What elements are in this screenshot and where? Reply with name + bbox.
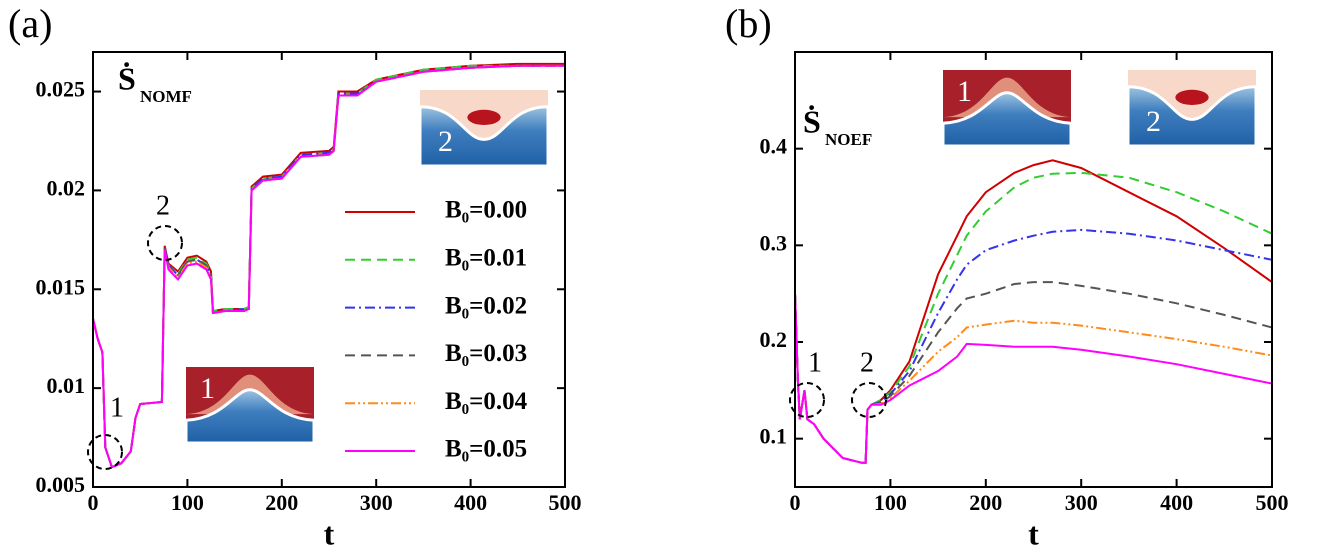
inset-label: 2 [1146,105,1161,138]
inset-label: 1 [957,75,972,108]
inset-core [1175,89,1209,105]
y-tick-label: 0.015 [36,274,86,299]
x-tick-label: 300 [1065,490,1098,515]
annotation: 2 [156,190,170,221]
y-axis-label: Ṡ [118,60,136,96]
legend-label: B₀=0.01 [445,245,527,272]
y-axis-label-subscript: NOEF [825,130,872,149]
x-axis-label: t [324,515,335,551]
y-tick-label: 0.4 [760,134,788,159]
plot-frame [794,51,1273,488]
panel-label: (b) [725,1,772,46]
x-tick-label: 100 [171,490,204,515]
series-line [794,281,1273,464]
x-tick-label: 400 [454,490,487,515]
x-tick-label: 100 [874,490,907,515]
y-tick-label: 0.01 [47,373,86,398]
x-axis-label: t [1028,515,1039,551]
series-line [794,293,1273,464]
y-tick-label: 0.3 [760,230,788,255]
x-tick-label: 0 [88,490,99,515]
x-tick-label: 300 [360,490,393,515]
x-tick-label: 200 [265,490,298,515]
y-axis-label-subscript: NOMF [140,87,192,106]
annotation-circle [147,225,183,261]
y-tick-label: 0.025 [36,77,86,102]
panel: (a) 2 1 0.005 0.01 0.015 0.02 0.025 0 100 200 300 40… [8,1,582,551]
annotation: 1 [110,392,124,423]
x-tick-label: 500 [1256,490,1289,515]
inset-bottom [941,91,1073,148]
x-tick-label: 0 [790,490,801,515]
legend-label: B₀=0.00 [445,197,527,224]
inset-label: 2 [438,125,453,158]
y-tick-label: 0.2 [760,327,788,352]
y-axis-label: Ṡ [803,103,821,139]
inset-label: 1 [200,372,215,405]
y-tick-label: 0.1 [760,424,788,449]
y-tick-label: 0.02 [47,175,86,200]
inset-core [467,109,501,125]
legend-label: B₀=0.02 [445,292,527,319]
legend-label: B₀=0.03 [445,340,527,367]
inset-bottom [418,105,550,168]
x-tick-label: 500 [549,490,582,515]
plot-frame [92,51,566,488]
annotation-circle [789,382,825,418]
series-line [794,171,1273,464]
x-tick-label: 200 [969,490,1002,515]
x-tick-label: 400 [1160,490,1193,515]
legend-label: B₀=0.05 [445,436,527,463]
annotation: 2 [860,347,874,378]
inset-bottom [184,388,316,445]
y-tick-label: 0.005 [36,472,86,497]
annotation-circle [851,382,887,418]
legend-label: B₀=0.04 [445,388,528,415]
annotation-circle [87,434,123,470]
panel-label: (a) [8,1,52,46]
annotation: 1 [808,347,822,378]
series-line [92,64,565,469]
inset-bottom [1126,85,1258,148]
